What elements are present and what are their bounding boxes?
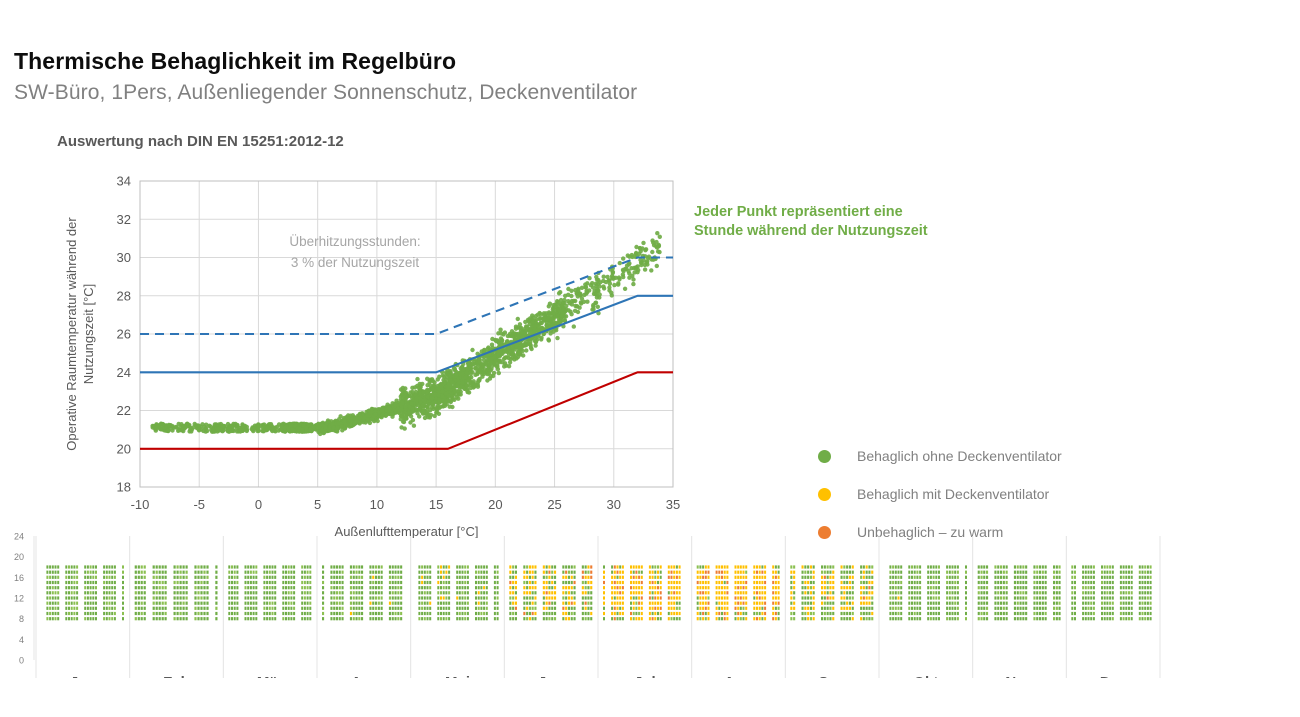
y-tick-label: 34 — [117, 174, 131, 189]
carpet-month-column — [1071, 565, 1152, 621]
legend-item-label: Unbehaglich – zu warm — [857, 524, 1004, 540]
x-tick-label: -5 — [193, 497, 205, 512]
carpet-month-column — [418, 565, 499, 621]
carpet-month-label: Mär — [257, 674, 284, 678]
x-tick-label: 35 — [666, 497, 680, 512]
carpet-month-column — [977, 565, 1061, 621]
carpet-month-column — [790, 565, 874, 621]
y-tick-label: 26 — [117, 327, 131, 342]
carpet-month-column — [509, 565, 593, 621]
carpet-month-column — [46, 565, 124, 621]
carpet-y-tick: 4 — [19, 635, 24, 645]
carpet-month-column — [322, 565, 403, 621]
legend-item[interactable]: Behaglich ohne Deckenventilator — [818, 437, 1062, 475]
x-axis-label: Außenlufttemperatur [°C] — [335, 524, 479, 538]
carpet-month-column — [134, 565, 218, 621]
legend-marker-icon — [818, 487, 831, 501]
scatter-chart: 18 20 22 24 26 28 30 32 34 -10 -5 0 5 10 15 20 25 30 35 Auß… — [60, 168, 690, 539]
x-tick-label: 15 — [429, 497, 443, 512]
carpet-month-label: Sep — [818, 674, 846, 678]
carpet-month-label: Jul — [634, 674, 656, 678]
scatter-annotation: Jeder Punkt repräsentiert eine Stunde wä… — [694, 203, 1024, 242]
y-tick-label: 22 — [117, 403, 131, 418]
carpet-y-tick: 12 — [14, 594, 24, 604]
y-tick-label: 20 — [117, 441, 131, 456]
carpet-y-tick: 0 — [19, 656, 24, 666]
page-title: Thermische Behaglichkeit im Regelbüro — [14, 48, 457, 74]
comfort-boundary-line — [140, 294, 673, 374]
svg-text:Überhitzungsstunden:: Überhitzungsstunden: — [289, 234, 420, 249]
carpet-month-label: Jun — [538, 674, 565, 678]
carpet-month-label: Nov — [1005, 674, 1034, 678]
carpet-month-column — [889, 565, 967, 621]
x-tick-label: 0 — [255, 497, 262, 512]
x-tick-label: 5 — [314, 497, 321, 512]
carpet-month-column — [696, 565, 780, 621]
section-title: Auswertung nach DIN EN 15251:2012-12 — [57, 133, 344, 150]
x-tick-label: 25 — [547, 497, 561, 512]
carpet-y-tick: 24 — [14, 532, 24, 542]
carpet-month-label: Okt — [913, 674, 938, 678]
overheating-annotation: Überhitzungsstunden: 3 % der Nutzungszeit — [289, 234, 420, 270]
carpet-month-column — [228, 565, 312, 621]
carpet-y-tick: 16 — [14, 573, 24, 583]
carpet-month-column — [603, 565, 681, 621]
y-axis-label: Operative Raumtemperatur während der Nutz… — [64, 217, 96, 451]
x-tick-label: 30 — [607, 497, 621, 512]
carpet-y-tick: 20 — [14, 552, 24, 562]
comfort-boundary-line — [140, 371, 673, 450]
scatter-chart-svg: 18 20 22 24 26 28 30 32 34 -10 -5 0 5 10 15 20 25 30 35 Auß… — [64, 174, 680, 539]
legend-marker-icon — [818, 449, 831, 463]
carpet-month-label: Aug — [724, 674, 753, 678]
carpet-month-label: Apr — [351, 674, 377, 678]
x-tick-label: 10 — [370, 497, 384, 512]
legend-item[interactable]: Unbehaglich – zu warm — [818, 513, 1062, 551]
carpet-plot: 0 4 8 12 16 20 24 Jan Feb Mär Apr Mai Jun Jul Aug Sep Ok… — [0, 528, 1300, 678]
scatter-annotation-line1: Jeder Punkt repräsentiert eine — [694, 204, 903, 220]
carpet-month-label: Jan — [70, 674, 96, 678]
svg-text:Nutzungszeit [°C]: Nutzungszeit [°C] — [81, 284, 96, 385]
legend-marker-icon — [818, 525, 831, 539]
chart-legend: Behaglich ohne Deckenventilator Behaglich… — [818, 437, 1062, 551]
carpet-month-label: Feb — [163, 674, 190, 678]
carpet-month-label: Mai — [445, 674, 470, 678]
carpet-month-label: Dez — [1100, 674, 1127, 678]
y-tick-label: 30 — [117, 250, 131, 265]
x-tick-label: 20 — [488, 497, 502, 512]
scatter-annotation-line2: Stunde während der Nutzungszeit — [694, 223, 928, 240]
y-tick-label: 18 — [117, 480, 131, 495]
legend-item-label: Behaglich mit Deckenventilator — [857, 486, 1050, 502]
svg-text:3 % der Nutzungszeit: 3 % der Nutzungszeit — [291, 255, 420, 270]
legend-item-label: Behaglich ohne Deckenventilator — [857, 448, 1062, 464]
y-tick-label: 28 — [117, 288, 131, 303]
svg-text:Operative Raumtemperatur währe: Operative Raumtemperatur während der — [64, 217, 79, 451]
carpet-y-tick: 8 — [19, 614, 24, 624]
comfort-boundary-line — [140, 256, 673, 336]
x-tick-label: -10 — [131, 497, 150, 512]
page-subtitle: SW-Büro, 1Pers, Außenliegender Sonnensch… — [14, 81, 638, 104]
legend-item[interactable]: Behaglich mit Deckenventilator — [818, 475, 1062, 513]
carpet-plot-svg: 0 4 8 12 16 20 24 Jan Feb Mär Apr Mai Jun Jul Aug Sep Ok… — [14, 532, 1161, 678]
scatter-points — [150, 231, 662, 437]
y-tick-label: 24 — [117, 365, 131, 380]
y-tick-label: 32 — [117, 212, 131, 227]
